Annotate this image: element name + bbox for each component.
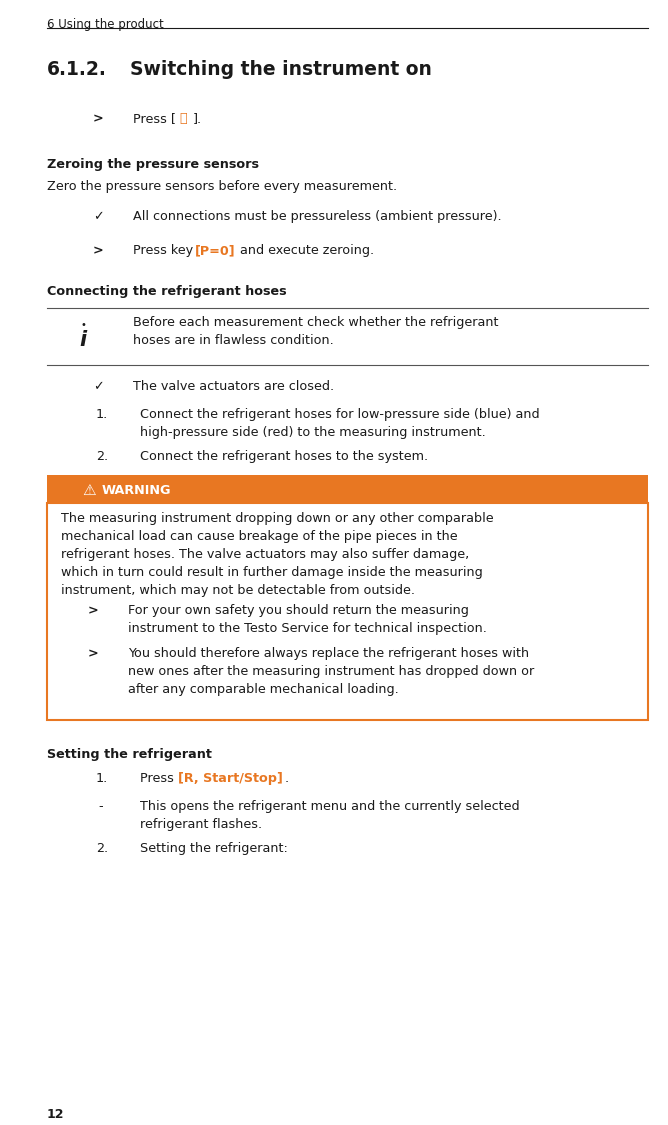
Text: [R, Start/Stop]: [R, Start/Stop] xyxy=(178,772,283,785)
Text: Connect the refrigerant hoses to the system.: Connect the refrigerant hoses to the sys… xyxy=(140,450,428,463)
Text: Connecting the refrigerant hoses: Connecting the refrigerant hoses xyxy=(47,285,287,298)
Text: [P=0]: [P=0] xyxy=(195,244,236,256)
Text: 1.: 1. xyxy=(96,408,108,421)
Text: -: - xyxy=(98,800,103,813)
Bar xyxy=(47,503,648,720)
Text: 2.: 2. xyxy=(96,842,108,855)
Text: ⏻: ⏻ xyxy=(179,112,186,125)
Text: >: > xyxy=(93,244,104,256)
Text: All connections must be pressureless (ambient pressure).: All connections must be pressureless (am… xyxy=(133,210,502,223)
Text: Press key: Press key xyxy=(133,244,197,256)
Text: Press: Press xyxy=(140,772,178,785)
Text: and execute zeroing.: and execute zeroing. xyxy=(236,244,374,256)
Text: WARNING: WARNING xyxy=(102,484,172,496)
Text: ].: ]. xyxy=(193,112,202,125)
Bar xyxy=(47,475,648,503)
Text: .: . xyxy=(285,772,289,785)
Text: Setting the refrigerant: Setting the refrigerant xyxy=(47,748,212,760)
Text: i: i xyxy=(79,330,87,350)
Text: This opens the refrigerant menu and the currently selected
refrigerant flashes.: This opens the refrigerant menu and the … xyxy=(140,800,520,831)
Text: 6.1.2.: 6.1.2. xyxy=(47,60,107,79)
Text: The valve actuators are closed.: The valve actuators are closed. xyxy=(133,380,334,393)
Text: Press [: Press [ xyxy=(133,112,176,125)
Text: •: • xyxy=(80,319,86,330)
Text: 2.: 2. xyxy=(96,450,108,463)
Text: For your own safety you should return the measuring
instrument to the Testo Serv: For your own safety you should return th… xyxy=(128,604,487,634)
Text: 1.: 1. xyxy=(96,772,108,785)
Text: Connect the refrigerant hoses for low-pressure side (blue) and
high-pressure sid: Connect the refrigerant hoses for low-pr… xyxy=(140,408,540,439)
Text: Switching the instrument on: Switching the instrument on xyxy=(130,60,432,79)
Text: >: > xyxy=(88,647,99,660)
Text: Setting the refrigerant:: Setting the refrigerant: xyxy=(140,842,288,855)
Text: You should therefore always replace the refrigerant hoses with
new ones after th: You should therefore always replace the … xyxy=(128,647,534,696)
Text: Zeroing the pressure sensors: Zeroing the pressure sensors xyxy=(47,158,259,171)
Text: 12: 12 xyxy=(47,1108,65,1120)
Text: ✓: ✓ xyxy=(93,380,104,393)
Text: ✓: ✓ xyxy=(93,210,104,223)
Text: >: > xyxy=(93,112,104,125)
Text: The measuring instrument dropping down or any other comparable
mechanical load c: The measuring instrument dropping down o… xyxy=(61,512,494,597)
Text: Zero the pressure sensors before every measurement.: Zero the pressure sensors before every m… xyxy=(47,180,397,193)
Text: >: > xyxy=(88,604,99,616)
Text: ⚠: ⚠ xyxy=(82,483,96,497)
Text: Before each measurement check whether the refrigerant
hoses are in flawless cond: Before each measurement check whether th… xyxy=(133,316,498,346)
Text: 6 Using the product: 6 Using the product xyxy=(47,18,164,32)
